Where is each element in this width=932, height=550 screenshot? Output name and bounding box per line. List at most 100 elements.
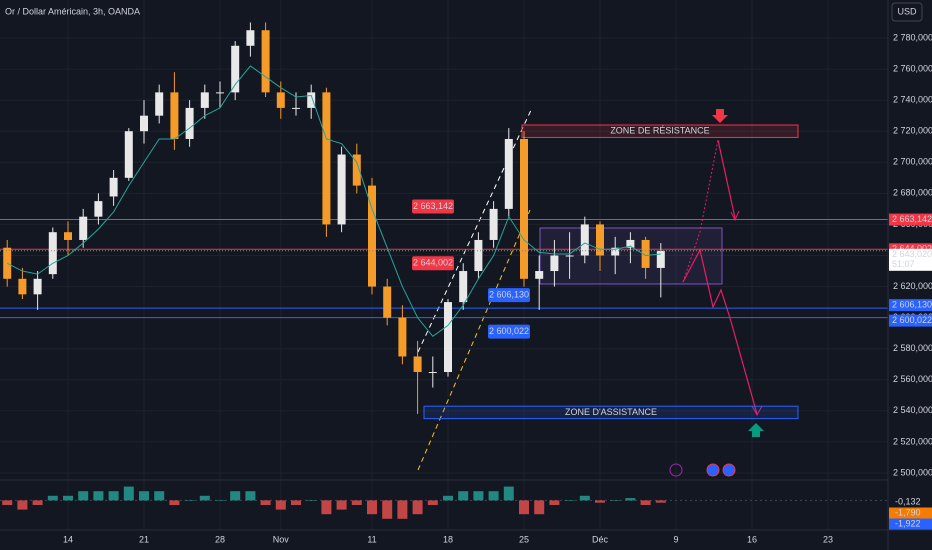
up-arrow-icon: [748, 423, 764, 437]
histogram-bar: [640, 500, 651, 505]
zone-label: ZONE D'ASSISTANCE: [565, 407, 657, 417]
level-tag-text: 2 644,002: [413, 258, 453, 268]
candle-body: [489, 208, 498, 240]
trend-line: [417, 209, 531, 471]
event-icon[interactable]: [722, 463, 736, 477]
level-tag: [412, 199, 454, 214]
level-tag: [412, 256, 454, 271]
histogram-bar: [579, 495, 590, 501]
y-tick-label: 2 760,000: [893, 63, 932, 73]
y-tick-label: 2 540,000: [893, 405, 932, 415]
axis-price-label: 2 600,022: [892, 315, 932, 325]
candle-body: [580, 224, 589, 256]
histogram-bar: [625, 498, 636, 501]
histogram-bar: [230, 491, 241, 501]
x-tick-label: 14: [63, 534, 73, 544]
candle-body: [64, 232, 72, 240]
x-tick-label: 11: [367, 534, 376, 544]
x-tick-label: 28: [215, 534, 225, 544]
candle-body: [550, 255, 559, 272]
candle-body: [231, 45, 240, 93]
histogram-bar: [275, 500, 286, 510]
candle-body: [459, 271, 468, 303]
arrow-head: [751, 405, 763, 417]
zone-label: ZONE DE RÉSISTANCE: [610, 126, 709, 136]
x-tick-label: 23: [823, 534, 833, 544]
candle-body: [124, 131, 133, 178]
candle-body: [322, 92, 331, 225]
candle-body: [155, 92, 164, 116]
level-tag-text: 2 600,022: [489, 326, 529, 336]
candle-body: [383, 286, 392, 318]
histogram-bar: [47, 495, 58, 501]
histogram-bar: [291, 500, 301, 505]
candle-body: [474, 239, 483, 272]
histogram-bar: [519, 500, 529, 515]
histogram-bar: [564, 500, 575, 501]
indicator-label: -0,132: [895, 496, 921, 506]
histogram-bar: [458, 491, 469, 501]
projection: [682, 139, 719, 283]
histogram-bar: [367, 500, 377, 515]
candle-body: [94, 201, 103, 217]
candle-body: [276, 92, 285, 108]
x-tick-label: 25: [519, 534, 529, 544]
candle-body: [337, 154, 346, 225]
histogram-bar: [655, 500, 666, 503]
indicator-label: -1,790: [895, 507, 921, 517]
currency[interactable]: USD: [897, 6, 917, 16]
candle-body: [200, 92, 209, 108]
candle-body: [216, 92, 224, 94]
histogram-bar: [2, 500, 13, 505]
histogram-bar: [443, 495, 453, 501]
candle-body: [352, 154, 361, 186]
event-icon[interactable]: [706, 463, 720, 477]
histogram-bar: [306, 500, 317, 501]
level-tag-text: 2 663,142: [413, 201, 453, 211]
projection: [717, 139, 736, 219]
x-tick-label: 21: [139, 534, 149, 544]
level-tag: [488, 288, 530, 303]
histogram-bar: [473, 491, 484, 501]
event-icon[interactable]: [669, 463, 683, 477]
histogram-bar: [17, 500, 28, 510]
level-tag-text: 2 606,130: [489, 289, 529, 299]
histogram-bar: [534, 500, 545, 515]
candle-body: [520, 138, 528, 279]
candle-body: [368, 185, 376, 287]
candle-body: [596, 224, 604, 256]
candle-body: [246, 30, 255, 46]
chart-title: Or / Dollar Américain, 3h, OANDA: [5, 6, 140, 16]
histogram-bar: [169, 500, 180, 505]
histogram-bar: [382, 500, 393, 519]
histogram-bar: [184, 500, 195, 501]
currency-button[interactable]: [891, 2, 923, 22]
y-tick-label: 2 500,000: [893, 467, 932, 477]
histogram-bar: [427, 500, 438, 505]
projection: [682, 248, 758, 415]
histogram-bar: [199, 495, 210, 501]
candle-body: [109, 177, 118, 197]
indicator-tag: [889, 507, 932, 519]
candle-body: [170, 92, 179, 139]
candle-body: [444, 302, 452, 373]
histogram-bar: [108, 491, 119, 501]
candle-body: [33, 278, 42, 295]
histogram-bar: [32, 500, 43, 505]
histogram-bar: [336, 500, 347, 510]
last-price-label: 2 643,020: [892, 249, 932, 259]
x-tick-label: 16: [747, 534, 757, 544]
candle-body: [307, 92, 316, 108]
axis-price-tag: [889, 299, 932, 312]
y-tick-label: 2 520,000: [893, 436, 932, 446]
histogram-bar: [549, 500, 560, 505]
histogram-bar: [154, 491, 165, 501]
last-price-tag: [889, 248, 932, 271]
x-tick-label: 18: [443, 534, 453, 544]
zone: [521, 124, 799, 138]
y-tick-label: 2 740,000: [893, 95, 932, 105]
y-tick-label: 2 560,000: [893, 374, 932, 384]
candle-body: [656, 250, 665, 268]
histogram-bar: [78, 491, 89, 501]
